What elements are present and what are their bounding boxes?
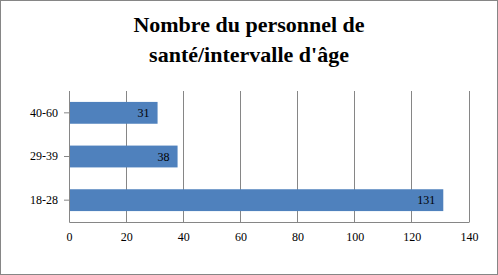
bar [69,146,178,168]
x-axis-line [70,222,470,223]
bar [69,189,443,211]
x-tick-label: 120 [403,230,421,244]
y-tick: 29-39 [30,149,69,163]
data-label: 131 [417,193,435,207]
x-tick-label: 20 [121,230,133,244]
grid-line [469,91,470,222]
data-labels: 131 38 31 [138,106,436,207]
x-tick: 60 [235,222,247,244]
y-axis-line [69,92,70,223]
data-label: 38 [158,150,170,164]
y-axis: 18-28 29-39 40-60 [30,92,70,223]
x-tick: 20 [121,222,133,244]
x-tick: 100 [346,222,364,244]
x-tick-label: 100 [346,230,364,244]
x-tick-label: 80 [292,230,304,244]
x-tick-label: 40 [178,230,190,244]
x-tick: 0 [67,222,73,244]
x-tick-label: 0 [67,230,73,244]
chart: Nombre du personnel desanté/intervalle d… [0,0,498,275]
y-tick-mark [64,156,69,157]
plot: 0 20 40 60 80 100 120 140 18-28 29-39 40-60 131 38 31 [30,91,479,244]
grid [69,91,469,222]
bars [69,102,443,211]
x-tick: 140 [461,222,479,244]
y-tick: 40-60 [30,106,69,120]
x-tick: 120 [403,222,421,244]
y-tick-label: 29-39 [30,149,58,163]
y-tick-label: 18-28 [30,193,58,207]
x-tick: 80 [292,222,304,244]
y-tick: 18-28 [30,193,69,207]
y-tick-mark [64,112,69,113]
bar [69,102,158,124]
x-axis: 0 20 40 60 80 100 120 140 [67,222,479,244]
y-tick-mark [64,200,69,201]
x-tick-label: 60 [235,230,247,244]
title: Nombre du personnel desanté/intervalle d… [133,12,364,67]
x-tick: 40 [178,222,190,244]
data-label: 31 [138,106,150,120]
x-tick-label: 140 [461,230,479,244]
y-tick-label: 40-60 [30,106,58,120]
chart-frame [1,1,498,275]
